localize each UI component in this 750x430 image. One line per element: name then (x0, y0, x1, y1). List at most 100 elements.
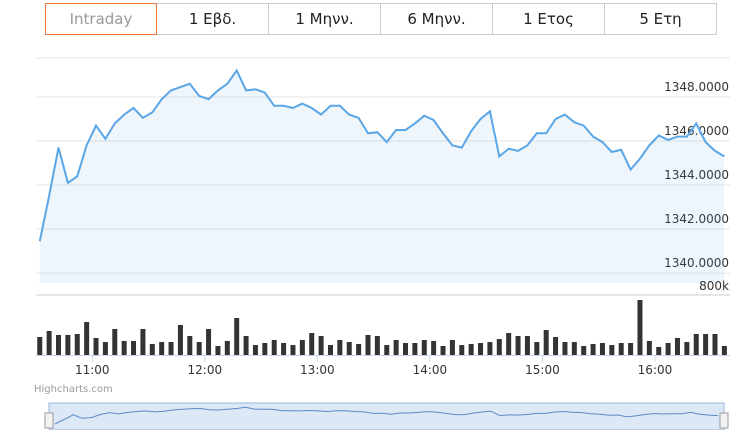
volume-bar (496, 339, 502, 355)
x-tick-label: 12:00 (188, 363, 223, 377)
credits: Highcharts.com (34, 384, 113, 395)
volume-bar (684, 342, 690, 355)
volume-bar (327, 345, 333, 355)
volume-bar (412, 343, 418, 355)
volume-bar (534, 342, 540, 355)
volume-bar (618, 343, 624, 355)
volume-bar (637, 300, 643, 355)
volume-bar (131, 340, 137, 355)
volume-bar (140, 328, 146, 355)
range-tab[interactable]: Intraday (45, 3, 157, 35)
volume-bar (674, 337, 680, 355)
volume-bar (403, 343, 409, 355)
volume-bar (196, 342, 202, 355)
volume-bar (571, 342, 577, 355)
y-tick-label: 1346.0000 (664, 124, 729, 138)
range-tab[interactable]: 1 Μηνν. (269, 3, 381, 35)
volume-bar (177, 325, 183, 355)
volume-bar (65, 334, 71, 355)
price-area (39, 70, 725, 283)
volume-bar (337, 340, 343, 355)
volume-bar (449, 340, 455, 355)
price-line (38, 68, 725, 242)
volume-bar (224, 340, 230, 355)
x-tick-label: 15:00 (525, 363, 560, 377)
range-tabs: Intraday 1 Εβδ. 1 Μηνν. 6 Μηνν. 1 Ετος 5 Ετη (45, 3, 717, 35)
volume-bar (74, 334, 80, 355)
range-tab[interactable]: 1 Ετος (493, 3, 605, 35)
y-tick-label: 800k (699, 279, 729, 293)
volume-bar (562, 342, 568, 355)
volume-bar (524, 336, 530, 355)
range-tab[interactable]: 5 Ετη (605, 3, 717, 35)
volume-bar (234, 318, 240, 355)
volume-bar (356, 343, 362, 355)
x-tick-label: 11:00 (75, 363, 110, 377)
volume-bar (206, 328, 212, 355)
volume-bar (693, 334, 699, 355)
volume-bar (93, 337, 99, 355)
y-tick-label: 1348.0000 (664, 80, 729, 94)
volume-bar (440, 346, 446, 355)
volume-bar (553, 337, 559, 355)
volume-bar (646, 340, 652, 355)
volume-bar (112, 328, 118, 355)
volume-bar (365, 334, 371, 355)
x-tick-label: 13:00 (300, 363, 335, 377)
volume-bar (515, 336, 521, 355)
volume-bar (149, 343, 155, 355)
volume-bar (281, 343, 287, 355)
volume-bar (459, 345, 465, 355)
volume-bar (487, 342, 493, 355)
volume-bar (121, 340, 127, 355)
volume-bar (159, 342, 165, 355)
x-tick-label: 16:00 (638, 363, 673, 377)
volume-bar (384, 345, 390, 355)
volume-bar (468, 343, 474, 355)
volume-bar (318, 336, 324, 355)
volume-bar (581, 346, 587, 355)
volume-bar (299, 340, 305, 355)
y-tick-label: 1344.0000 (664, 168, 729, 182)
volume-bar (262, 343, 268, 355)
volume-bar (721, 346, 727, 355)
volume-bar (46, 331, 52, 355)
volume-bar (252, 345, 258, 355)
volume-bar (215, 346, 221, 355)
volume-bar (374, 336, 380, 355)
volume-bar (102, 342, 108, 355)
range-tab[interactable]: 6 Μηνν. (381, 3, 493, 35)
volume-bar (37, 337, 43, 355)
volume-bar (478, 343, 484, 355)
navigator-mask (48, 402, 725, 430)
volume-bar (243, 336, 249, 355)
navigator-handle (719, 412, 729, 429)
volume-bar (431, 340, 437, 355)
volume-bar (712, 334, 718, 355)
volume-bar (656, 346, 662, 355)
volume-bar (665, 343, 671, 355)
volume-bar (543, 330, 549, 355)
y-tick-label: 1342.0000 (664, 212, 729, 226)
volume-bar (84, 322, 90, 355)
volume-bar (599, 343, 605, 355)
volume-bar (168, 342, 174, 355)
volume-bar (56, 334, 62, 355)
volume-bar (346, 342, 352, 355)
y-tick-label: 1340.0000 (664, 256, 729, 270)
volume-bar (590, 343, 596, 355)
volume-bar (187, 336, 193, 355)
volume-bar (506, 333, 512, 355)
volume-bar (393, 340, 399, 355)
range-tab[interactable]: 1 Εβδ. (157, 3, 269, 35)
volume-bar (290, 345, 296, 355)
volume-bar (309, 333, 315, 355)
navigator-line (54, 406, 719, 425)
x-tick-label: 14:00 (413, 363, 448, 377)
volume-bar (421, 340, 427, 355)
volume-bar (628, 343, 634, 355)
volume-bar (609, 345, 615, 355)
navigator-handle (44, 412, 54, 429)
